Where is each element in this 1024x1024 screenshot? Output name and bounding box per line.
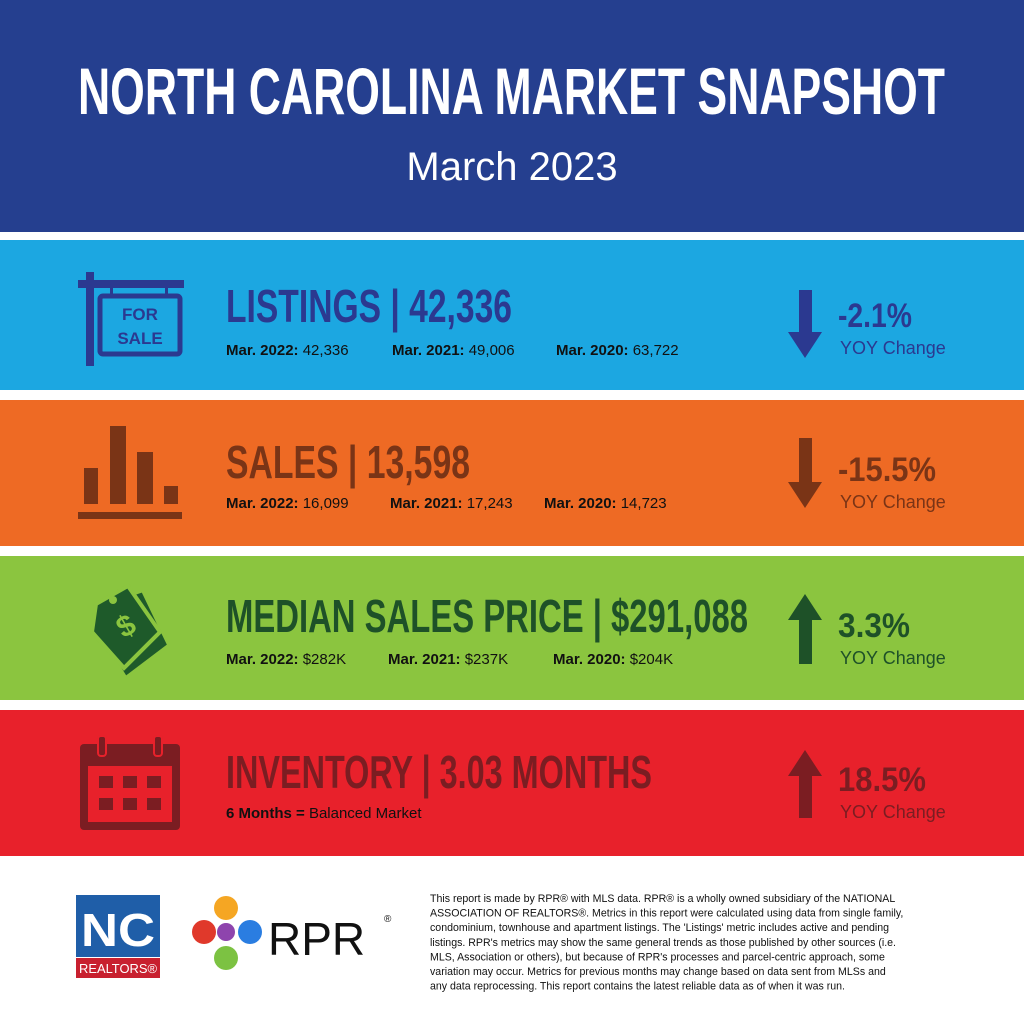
bar-chart-icon [78, 426, 182, 519]
inventory-panel: INVENTORY | 3.03 MONTHS 6 Months = Balan… [0, 710, 1024, 856]
subtitle: March 2023 [406, 145, 617, 189]
headline: SALES | 13,598 [226, 436, 470, 488]
change-label: YOY Change [840, 648, 946, 668]
panel-band [0, 240, 1024, 390]
title: NORTH CAROLINA MARKET SNAPSHOT [78, 54, 945, 128]
disclaimer-line: MLS, Association or others), but because… [430, 951, 885, 963]
change: -15.5% [838, 451, 936, 489]
comparison: Mar. 2021: $237K [388, 651, 508, 668]
panel-band [0, 556, 1024, 700]
logo-text: ® [384, 914, 392, 925]
disclaimer-line: any data reprocessing. This report conta… [430, 981, 845, 993]
logo-text: NC [81, 904, 155, 956]
headline: LISTINGS | 42,336 [226, 280, 512, 332]
headline: INVENTORY | 3.03 MONTHS [226, 746, 652, 798]
headline: MEDIAN SALES PRICE | $291,088 [226, 590, 748, 642]
price-tag-icon: $ [89, 583, 167, 676]
comparison: Mar. 2022: 16,099 [226, 495, 349, 512]
rpr-logo: RPR ® [192, 896, 392, 970]
sales-panel: SALES | 13,598 Mar. 2022: 16,099 Mar. 20… [0, 400, 1024, 546]
calendar-icon [80, 735, 180, 830]
icon-text: FOR [122, 305, 158, 324]
listings-panel: FOR SALE LISTINGS | 42,336 Mar. 2022: 42… [0, 240, 1024, 390]
disclaimer-line: This report is made by RPR® with MLS dat… [430, 893, 895, 905]
change: -2.1% [838, 297, 912, 335]
change: 18.5% [838, 761, 926, 799]
note: 6 Months = Balanced Market [226, 805, 422, 822]
for-sale-icon: FOR SALE [78, 272, 184, 366]
comparison: Mar. 2020: 63,722 [556, 342, 679, 359]
comparison: Mar. 2020: 14,723 [544, 495, 667, 512]
comparison: Mar. 2021: 17,243 [390, 495, 513, 512]
header-band [0, 0, 1024, 232]
comparison: Mar. 2021: 49,006 [392, 342, 515, 359]
median-price-panel: $ MEDIAN SALES PRICE | $291,088 Mar. 202… [0, 556, 1024, 700]
icon-text: SALE [117, 329, 162, 348]
disclaimer-line: listings. RPR's metrics may show the sam… [430, 937, 896, 949]
disclaimer: This report is made by RPR® with MLS dat… [430, 893, 903, 993]
down-arrow [788, 290, 822, 358]
disclaimer-line: condominium, townhouse and apartment lis… [430, 922, 889, 934]
up-arrow [788, 594, 822, 664]
down-arrow [788, 438, 822, 508]
comparison: Mar. 2020: $204K [553, 651, 673, 668]
comparison: Mar. 2022: $282K [226, 651, 346, 668]
change-label: YOY Change [840, 492, 946, 512]
change: 3.3% [838, 607, 910, 645]
change-label: YOY Change [840, 802, 946, 822]
change-label: YOY Change [840, 338, 946, 358]
comparison: Mar. 2022: 42,336 [226, 342, 349, 359]
disclaimer-line: ASSOCIATION OF REALTORS®. Metrics in thi… [430, 908, 903, 920]
disclaimer-line: variation may occur. Metrics for previou… [430, 966, 886, 978]
logo-text: REALTORS® [79, 961, 157, 976]
panel-band [0, 400, 1024, 546]
up-arrow [788, 750, 822, 818]
nc-realtors-logo: NC REALTORS® [76, 895, 160, 978]
logo-text: RPR [268, 913, 365, 965]
